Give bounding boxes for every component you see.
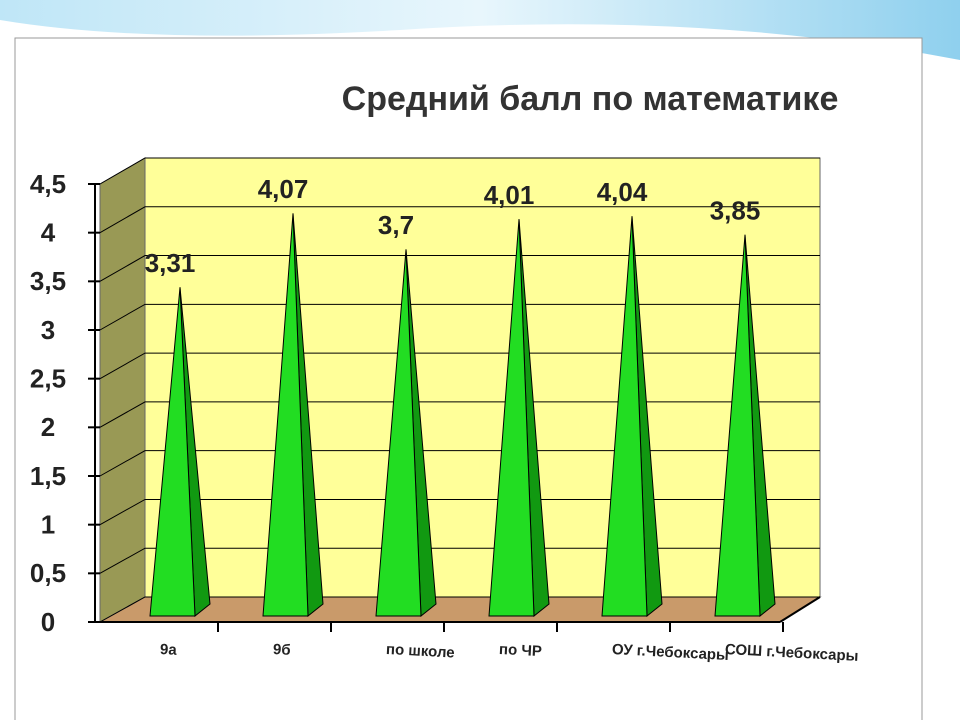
value-label: 4,04	[597, 177, 648, 207]
pyramid	[714, 234, 761, 617]
grid-line	[99, 401, 820, 428]
plot: 0 0,5 1 1,5 2 2,5 3 3,5 4 4,5 3,31 9а 4,07 9б 3,7 по шк…	[30, 157, 859, 665]
y-tick-label: 1	[41, 510, 55, 540]
x-tick-label: по ЧР	[499, 641, 543, 660]
y-tick-label: 2	[41, 412, 55, 442]
decoration	[0, 0, 960, 60]
pyramid	[262, 213, 309, 617]
pyramid	[601, 216, 648, 617]
y-tick-label: 2,5	[30, 364, 66, 394]
x-tick-label: ОУ г.Чебоксары	[612, 641, 730, 664]
x-tick-label: 9б	[273, 641, 291, 659]
x-tick-label: по школе	[386, 641, 455, 662]
grid-line	[99, 450, 820, 477]
value-label: 3,31	[145, 248, 196, 278]
x-tick-label: СОШ г.Чебоксары	[725, 641, 859, 665]
x-tick-label: 9а	[160, 641, 178, 659]
value-label: 4,07	[258, 174, 309, 204]
pyramid	[375, 249, 422, 617]
grid-line	[99, 498, 820, 526]
y-tick-label: 1,5	[30, 461, 66, 491]
y-tick-label: 0	[41, 607, 55, 637]
grid-line	[99, 206, 820, 234]
pyramid	[149, 287, 196, 617]
value-label: 3,7	[378, 210, 414, 240]
y-tick-label: 3,5	[30, 266, 66, 296]
y-tick-label: 3	[41, 315, 55, 345]
y-tick-label: 4,5	[30, 169, 66, 199]
chart-title: Средний балл по математике	[342, 80, 839, 118]
grid-line	[99, 547, 820, 574]
x-axis-depth	[779, 596, 821, 623]
pyramid	[488, 219, 535, 617]
y-tick-label: 0,5	[30, 558, 66, 588]
value-label: 3,85	[710, 196, 761, 226]
grid-line	[99, 596, 820, 623]
grid-line	[99, 303, 820, 331]
grid-line	[99, 255, 820, 282]
value-label: 4,01	[484, 180, 535, 210]
grid-line	[99, 352, 820, 380]
grid-line	[99, 157, 820, 185]
y-tick-label: 4	[41, 218, 56, 248]
